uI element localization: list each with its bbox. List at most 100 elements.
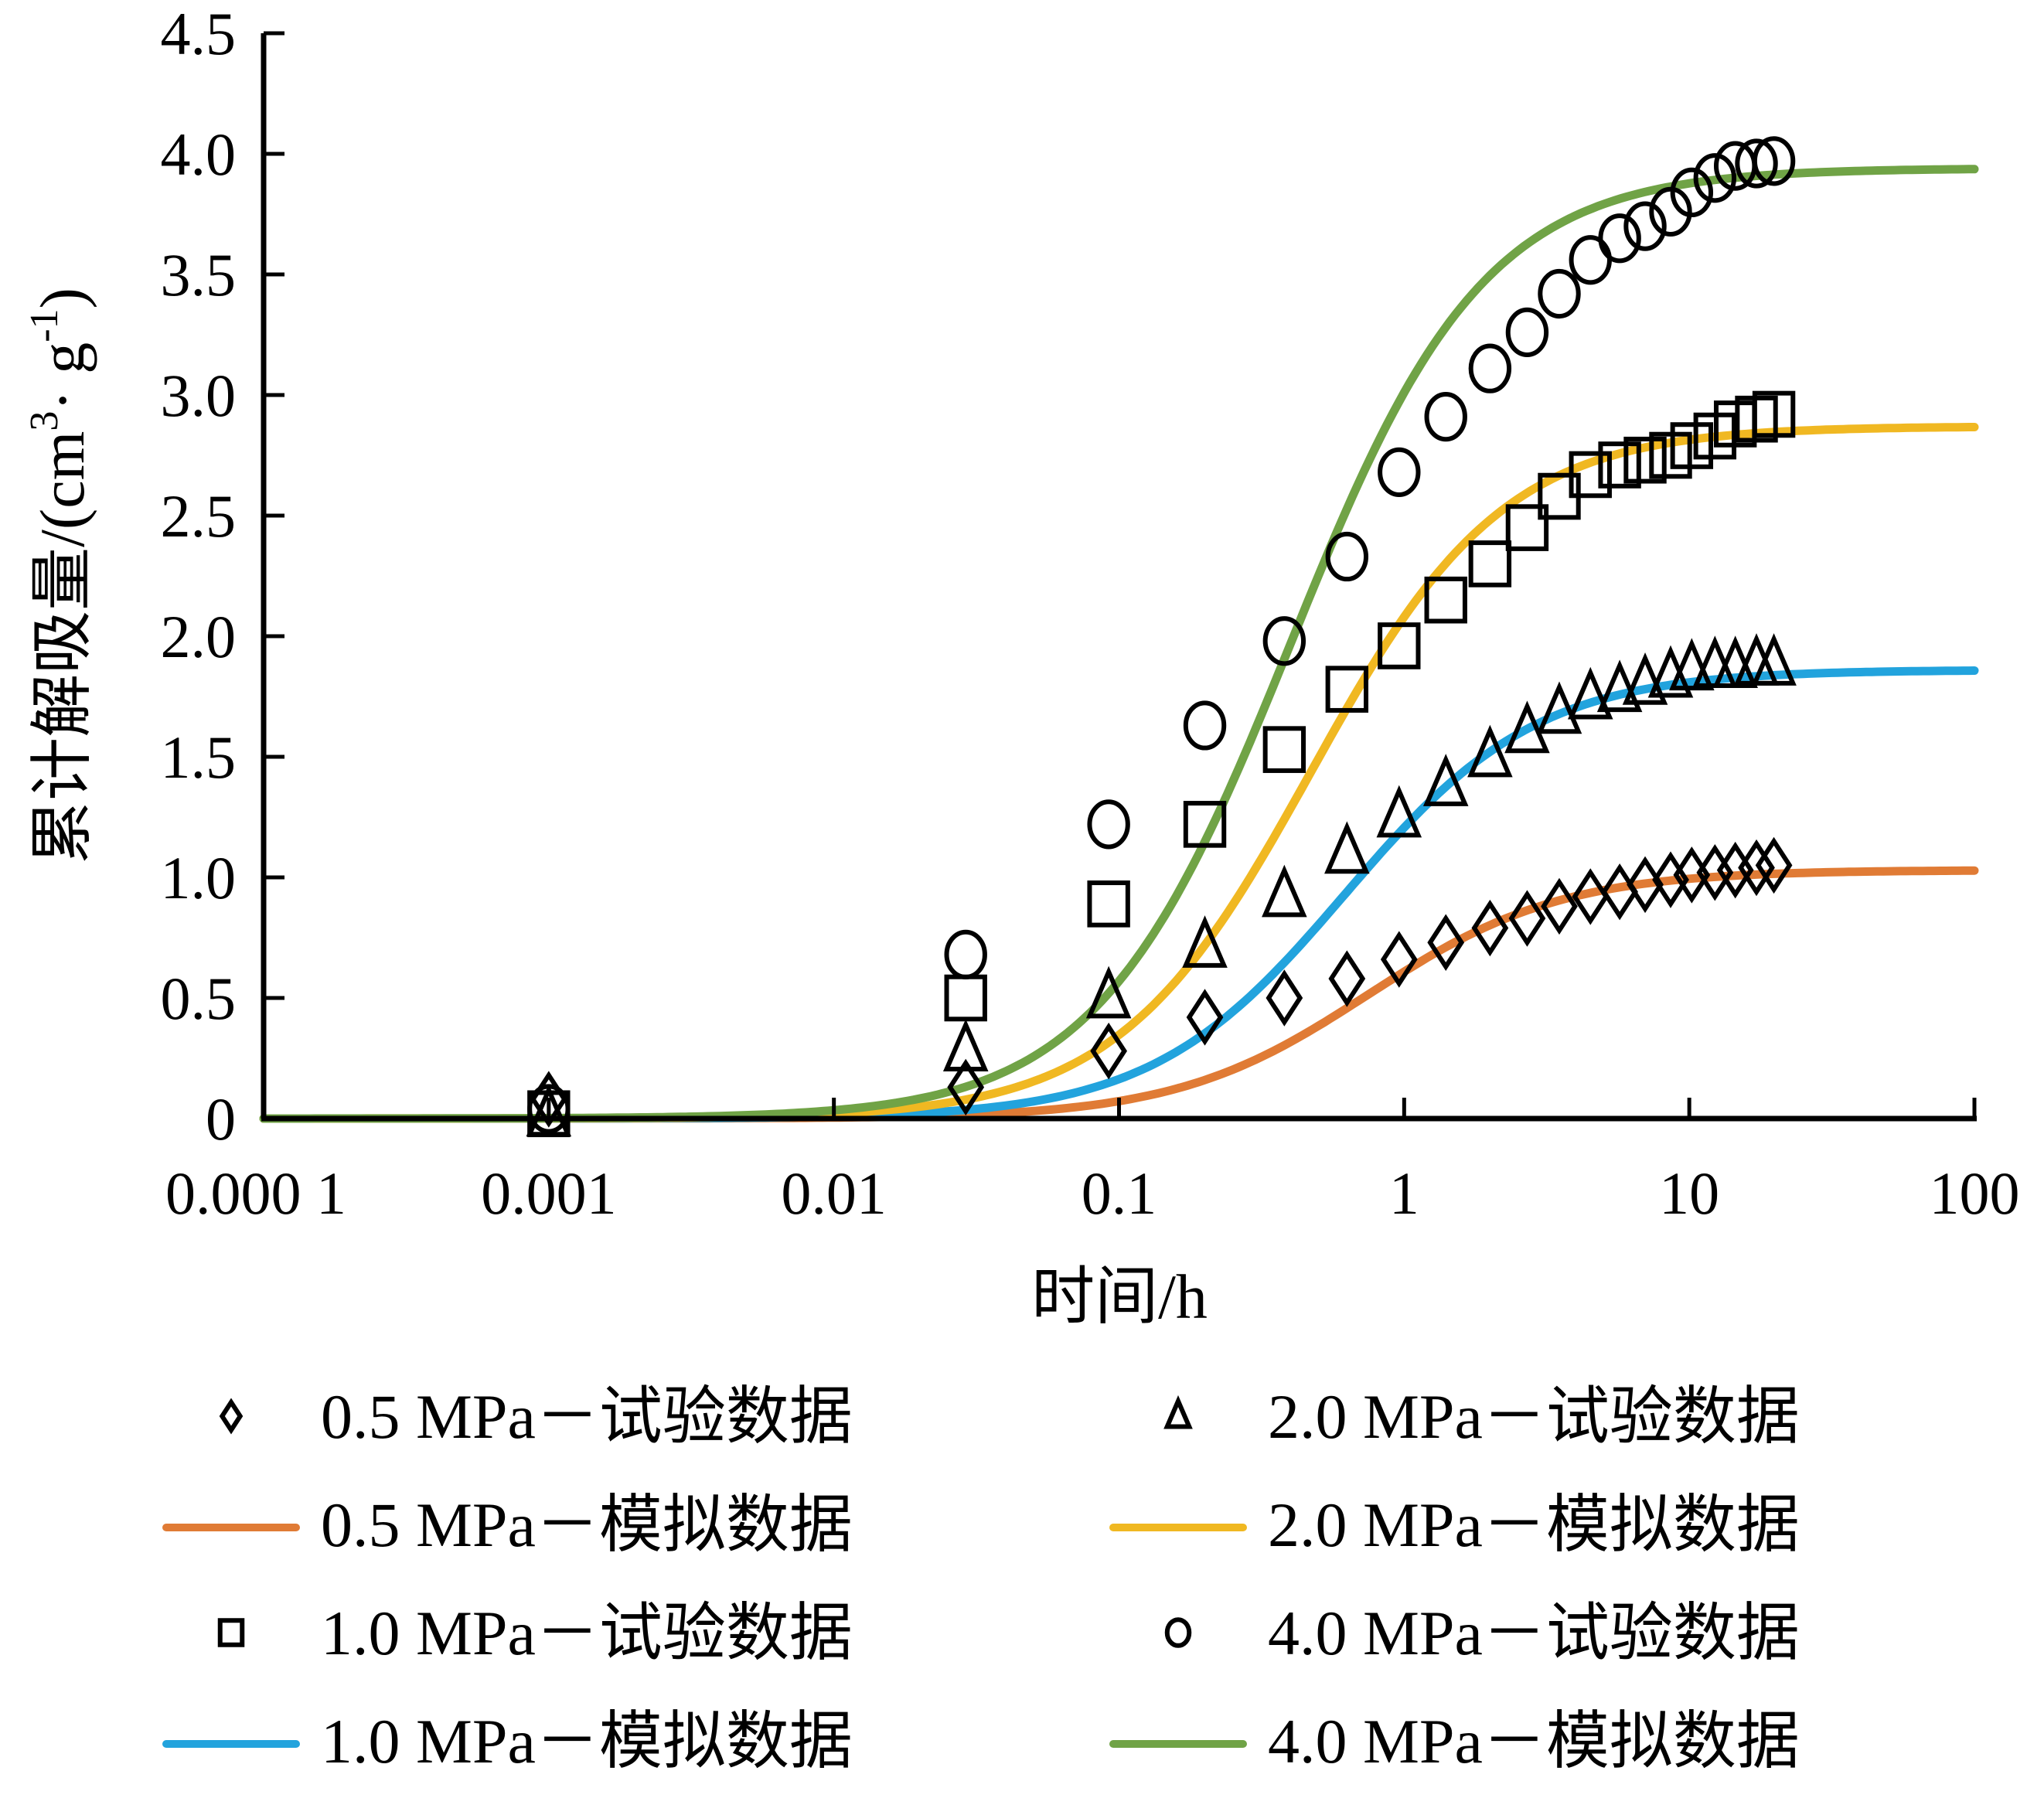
y-tick-label: 2.5 (161, 482, 237, 550)
data-point-diamond (1572, 868, 1610, 925)
data-point-diamond (1427, 914, 1465, 971)
data-point-square (1262, 726, 1306, 773)
legend-label: 2.0 MPa－试验数据 (1268, 1381, 1800, 1452)
legend: 0.5 MPa－试验数据 0.5 MPa－模拟数据 1.0 MPa－试验数据 1.0 … (162, 1381, 1800, 1776)
y-tick-label: 0.5 (161, 965, 237, 1032)
x-tick-label: 0.01 (781, 1160, 887, 1227)
data-point-circle (1752, 136, 1796, 186)
data-point-triangle (1596, 659, 1643, 713)
y-tick-label: 4.0 (161, 121, 237, 188)
data-point-diamond (1090, 1022, 1128, 1080)
legend-marker-circle (1164, 1617, 1192, 1648)
data-point-circle (1325, 531, 1369, 582)
data-point-triangle (1669, 638, 1715, 691)
y-axis-title-mid: · g (27, 342, 97, 411)
data-point-circle (1087, 799, 1130, 850)
data-point-diamond (1508, 890, 1546, 947)
data-point-diamond (1380, 931, 1418, 988)
data-point-circle (1569, 235, 1612, 285)
data-point-circle (1735, 138, 1778, 189)
data-point-triangle (1751, 633, 1797, 686)
y-ticks: 0 0.5 1.0 1.5 2.0 2.5 3.0 3.5 4.0 4.5 (161, 0, 284, 1153)
svg-text:累计解吸量/(cm3· g-1): 累计解吸量/(cm3· g-1) (22, 288, 97, 864)
y-axis-title: 累计解吸量/(cm3· g-1) (22, 288, 97, 864)
data-point-diamond (1716, 841, 1754, 899)
y-tick-label: 2.0 (161, 603, 237, 670)
y-tick-label: 3.5 (161, 241, 237, 308)
data-point-triangle (1182, 915, 1228, 968)
data-point-circle (1598, 213, 1641, 264)
y-tick-label: 4.5 (161, 0, 237, 67)
data-point-square (1598, 441, 1641, 489)
data-point-square (1752, 390, 1796, 438)
data-point-diamond (1328, 950, 1366, 1007)
experimental-markers (526, 136, 1797, 1138)
x-tick-label: 0.000 1 (165, 1160, 346, 1227)
data-point-circle (1183, 700, 1227, 751)
x-tick-label: 1 (1389, 1160, 1419, 1227)
y-tick-label: 1.5 (161, 724, 237, 791)
legend-label: 0.5 MPa－试验数据 (321, 1381, 853, 1452)
data-point-diamond (1652, 851, 1689, 908)
legend-item: 4.0 MPa－模拟数据 (1109, 1706, 1800, 1776)
data-point-triangle (1422, 754, 1469, 806)
data-point-diamond (1738, 839, 1775, 897)
data-point-circle (944, 929, 987, 979)
data-point-square (1670, 422, 1714, 469)
data-point-diamond (1541, 877, 1578, 935)
data-point-diamond (1755, 836, 1793, 894)
x-tick-label: 100 (1930, 1160, 2020, 1227)
data-point-triangle (1504, 700, 1550, 754)
data-point-diamond (1186, 989, 1224, 1046)
legend-item: 2.0 MPa－模拟数据 (1109, 1490, 1800, 1560)
data-point-square (1325, 666, 1369, 713)
legend-label: 0.5 MPa－模拟数据 (321, 1490, 853, 1560)
legend-marker-diamond (219, 1398, 244, 1435)
x-axis-title: 时间/h (1031, 1262, 1208, 1332)
legend-item: 1.0 MPa－模拟数据 (162, 1706, 853, 1776)
data-point-triangle (1376, 785, 1422, 838)
axes (261, 33, 1977, 1122)
data-point-circle (1468, 343, 1512, 393)
data-point-square (944, 974, 987, 1022)
x-tick-label: 0.001 (481, 1160, 617, 1227)
data-point-square (1468, 540, 1512, 587)
legend-label: 1.0 MPa－试验数据 (321, 1598, 853, 1668)
legend-label: 4.0 MPa－试验数据 (1268, 1598, 1800, 1668)
data-point-triangle (1622, 652, 1668, 705)
data-point-diamond (1266, 969, 1303, 1027)
legend-marker-square (217, 1618, 245, 1647)
legend-label: 1.0 MPa－模拟数据 (321, 1706, 853, 1776)
legend-item: 1.0 MPa－试验数据 (217, 1598, 853, 1668)
data-point-square (1569, 451, 1612, 499)
y-axis-title-sup1: 3 (22, 411, 66, 431)
legend-marker-triangle (1163, 1395, 1193, 1429)
data-point-circle (1424, 391, 1467, 442)
y-axis-title-end: ) (27, 288, 97, 308)
data-point-triangle (1467, 724, 1513, 778)
data-point-triangle (1324, 821, 1370, 874)
data-point-triangle (526, 1084, 572, 1137)
data-point-square (1087, 880, 1130, 928)
y-tick-label: 1.0 (161, 844, 237, 911)
legend-item: 4.0 MPa－试验数据 (1164, 1598, 1800, 1668)
data-point-square (1505, 504, 1549, 551)
data-point-circle (1693, 153, 1737, 203)
data-point-circle (1262, 616, 1306, 666)
data-point-circle (1505, 307, 1549, 358)
data-point-circle (1538, 268, 1581, 319)
x-tick-label: 10 (1659, 1160, 1719, 1227)
x-tick-label: 0.1 (1082, 1160, 1157, 1227)
data-point-square (1378, 622, 1421, 669)
x-ticks: 0.000 1 0.001 0.01 0.1 1 10 100 (165, 1098, 2020, 1227)
y-tick-label: 3.0 (161, 362, 237, 429)
data-point-circle (527, 1084, 571, 1134)
y-axis-title-main: 累计解吸量/(cm (27, 431, 97, 864)
data-point-triangle (1536, 681, 1582, 734)
data-point-triangle (942, 1019, 989, 1072)
legend-item: 0.5 MPa－模拟数据 (162, 1490, 853, 1560)
data-point-circle (1623, 201, 1667, 251)
data-point-circle (1378, 447, 1421, 497)
data-point-square (1183, 801, 1227, 848)
